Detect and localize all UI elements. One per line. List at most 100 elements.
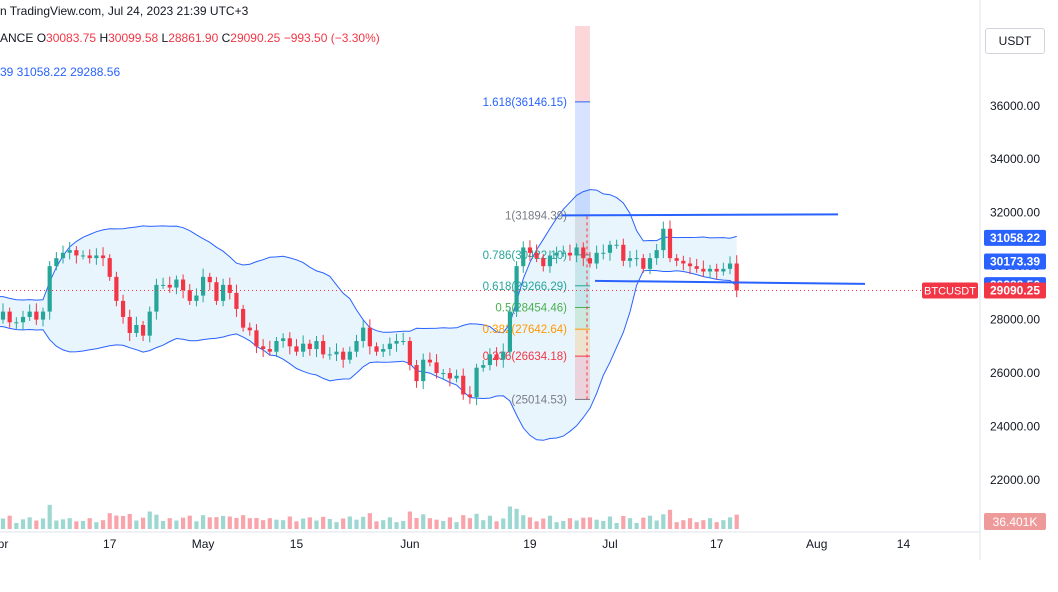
candle [214, 282, 219, 301]
candle [441, 373, 446, 375]
volume-bar [114, 515, 119, 529]
volume-bar [294, 521, 299, 529]
close-value: 29090.25 [230, 31, 281, 45]
time-tick-label: 19 [523, 537, 537, 551]
low-label: L [161, 31, 169, 45]
volume-bar [227, 516, 232, 529]
volume-bar [307, 517, 312, 529]
candle [207, 276, 212, 283]
volume-bar [514, 508, 519, 529]
volume-bar [80, 521, 86, 529]
volume-bar [354, 519, 359, 529]
candle [647, 258, 653, 269]
volume-bar [427, 518, 432, 529]
volume-bar [474, 513, 479, 529]
volume-bar [301, 518, 306, 529]
candle [387, 343, 392, 350]
candle [554, 252, 559, 256]
candle [594, 252, 599, 264]
candle [394, 341, 399, 344]
bands-fill [0, 189, 737, 441]
volume-bar [234, 518, 239, 529]
candle [261, 346, 266, 350]
candle [201, 276, 206, 296]
volume-bar [507, 506, 513, 529]
price-tick-label: 28000.00 [990, 313, 1040, 327]
volume-bar [107, 513, 112, 529]
candle [167, 284, 172, 288]
volume-bar [174, 520, 179, 529]
volume-bar [314, 520, 319, 529]
volume-bar [40, 518, 46, 529]
candle [174, 279, 179, 288]
fib-zone [575, 307, 590, 330]
volume-bars [0, 504, 739, 529]
volume-bar [94, 522, 99, 529]
trend-lines[interactable] [0, 213, 980, 291]
volume-bar [367, 513, 372, 529]
volume-bar [481, 520, 486, 529]
candle [0, 311, 6, 320]
candle [714, 268, 719, 272]
fib-zone [575, 356, 590, 400]
candle [674, 258, 679, 261]
candle [527, 247, 533, 253]
candle [614, 244, 619, 246]
volume-bar [127, 514, 132, 529]
volume-bar [667, 509, 673, 529]
volume-bar [67, 518, 72, 529]
time-tick-label: 14 [897, 537, 911, 551]
volume-bar [714, 522, 719, 529]
volume-bar [454, 522, 459, 529]
candle [421, 359, 426, 382]
volume-bar [341, 518, 346, 529]
bollinger-bands [0, 189, 738, 441]
fib-level-label: 0.382(27642.64) [483, 324, 568, 336]
time-tick-label: Jul [602, 537, 617, 551]
candle [347, 351, 352, 360]
candle [701, 268, 706, 272]
candle [100, 255, 106, 259]
volume-bar [641, 517, 646, 529]
volume-bar [287, 516, 292, 529]
time-tick-label: Aug [806, 537, 827, 551]
candle [47, 266, 52, 312]
candle [521, 247, 526, 267]
volume-bar [534, 521, 539, 529]
candle [581, 247, 586, 259]
candle [654, 250, 659, 259]
upper-band-badge: 31058.22 [990, 231, 1040, 245]
candle [601, 252, 606, 254]
volume-bar [267, 518, 272, 529]
candle [627, 258, 633, 261]
candle [487, 354, 493, 366]
candle [147, 311, 152, 336]
volume-bar [701, 520, 706, 529]
candle [287, 338, 292, 347]
volume-bar [561, 521, 566, 529]
currency-button[interactable]: USDT [985, 28, 1045, 54]
time-axis[interactable]: pr 17 May 15 Jun 19 Jul 17 Aug 14 [0, 531, 980, 551]
candle [401, 341, 406, 343]
candle [140, 324, 146, 336]
volume-bar [347, 516, 352, 529]
volume-bar [100, 520, 106, 529]
volume-bar [334, 522, 339, 529]
time-tick-label: May [192, 537, 215, 551]
volume-bar [734, 514, 739, 529]
fib-zone [575, 329, 590, 357]
close-label: C [221, 31, 231, 45]
volume-bar [601, 521, 606, 529]
volume-bar [54, 520, 59, 529]
candle [14, 322, 19, 324]
volume-bar [407, 511, 412, 529]
price-axis[interactable]: 22000.0024000.0026000.0028000.0030000.00… [922, 0, 1046, 560]
fib-level-label: 1.618(36146.15) [483, 97, 568, 109]
candle [180, 279, 186, 291]
volume-bar [607, 516, 613, 529]
volume-badge-bg [984, 513, 1046, 530]
price-change: −993.50 (−3.30%) [283, 31, 380, 45]
candle [294, 346, 299, 352]
candle [367, 327, 372, 347]
